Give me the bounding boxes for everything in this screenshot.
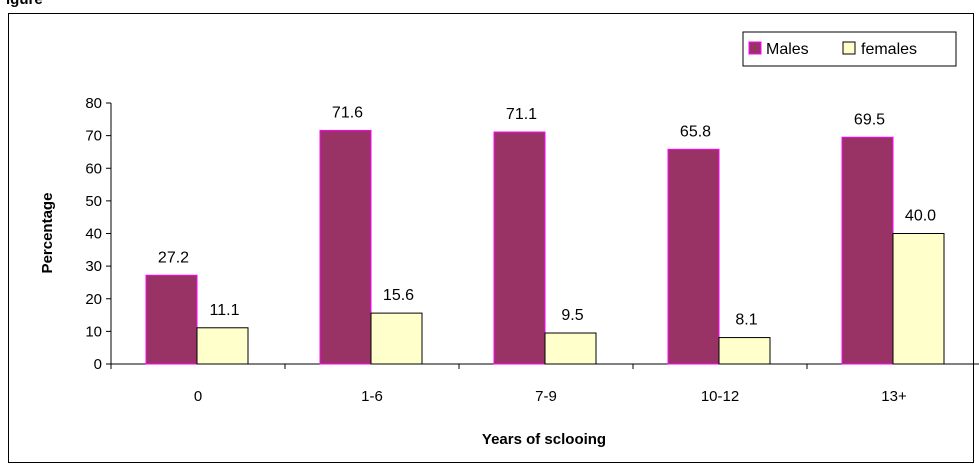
y-tick-label: 40 [85,226,102,243]
bar-females-2 [544,332,597,365]
bar-males-3 [667,148,720,365]
bars [145,129,945,365]
x-axis-label: Years of sclooing [482,431,606,448]
bar-males-2 [493,131,546,365]
data-label-females-0: 11.1 [210,302,240,319]
data-label-males-4: 69.5 [854,111,885,128]
legend-swatch-males [748,41,762,55]
y-axis-label: Percentage [39,193,56,274]
y-tick-label: 50 [85,193,102,210]
y-tick-label: 20 [85,291,102,308]
axes: 0 10 20 30 40 50 60 70 80 0 1-6 7-9 10-12 13+ [85,95,979,405]
bar-males-4 [841,136,894,365]
y-tick-label: 10 [85,323,102,340]
data-labels: 27.2 71.6 71.1 65.8 69.5 11.1 15.6 9.5 8.1 40.0 [158,104,936,328]
data-label-females-1: 15.6 [383,287,414,304]
legend-swatch-females [842,41,856,55]
data-label-males-0: 27.2 [158,249,189,266]
data-label-females-4: 40.0 [905,208,936,225]
x-tick-label: 7-9 [535,388,557,405]
bar-males-1 [319,129,372,365]
y-tick-label: 0 [94,356,102,373]
x-tick-label: 13+ [881,388,907,405]
legend-label-males: Males [766,41,809,58]
legend-label-females: females [861,41,917,58]
x-tick-label: 0 [194,388,202,405]
y-tick-label: 60 [85,160,102,177]
data-label-females-2: 9.5 [561,307,583,324]
bar-females-0 [196,327,249,365]
bar-females-3 [718,337,771,365]
bar-females-1 [370,312,423,365]
data-label-females-3: 8.1 [735,312,757,329]
chart-frame [8,13,974,463]
data-label-males-3: 65.8 [680,123,711,140]
y-tick-label: 80 [85,95,102,112]
bar-males-0 [145,274,198,365]
y-tick-label: 70 [85,128,102,145]
legend: Males females [742,31,957,67]
data-label-males-2: 71.1 [506,106,537,123]
data-label-males-1: 71.6 [332,104,363,121]
y-tick-label: 30 [85,258,102,275]
figure-caption: igure [6,0,43,8]
x-tick-label: 10-12 [701,388,739,405]
bar-females-4 [892,233,945,365]
x-tick-label: 1-6 [361,388,383,405]
